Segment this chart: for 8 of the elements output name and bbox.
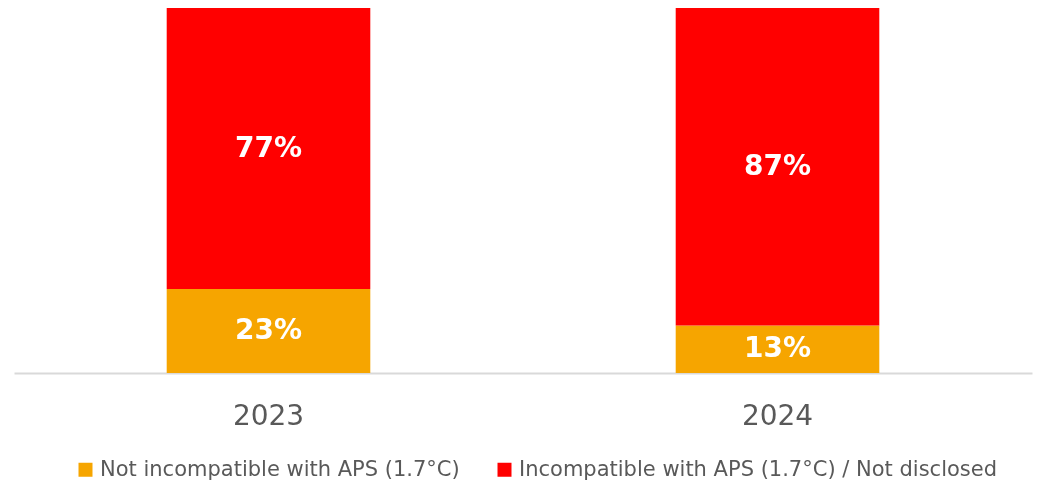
legend-label: Incompatible with APS (1.7°C) / Not disclosed bbox=[519, 456, 998, 481]
data-label: 77% bbox=[234, 130, 303, 164]
x-tick-label: 2024 bbox=[741, 398, 814, 432]
data-label: 13% bbox=[743, 331, 812, 365]
legend-label: Not incompatible with APS (1.7°C) bbox=[100, 456, 460, 481]
data-label: 23% bbox=[234, 313, 303, 347]
x-tick-label: 2023 bbox=[232, 398, 305, 432]
data-label: 87% bbox=[743, 148, 812, 182]
